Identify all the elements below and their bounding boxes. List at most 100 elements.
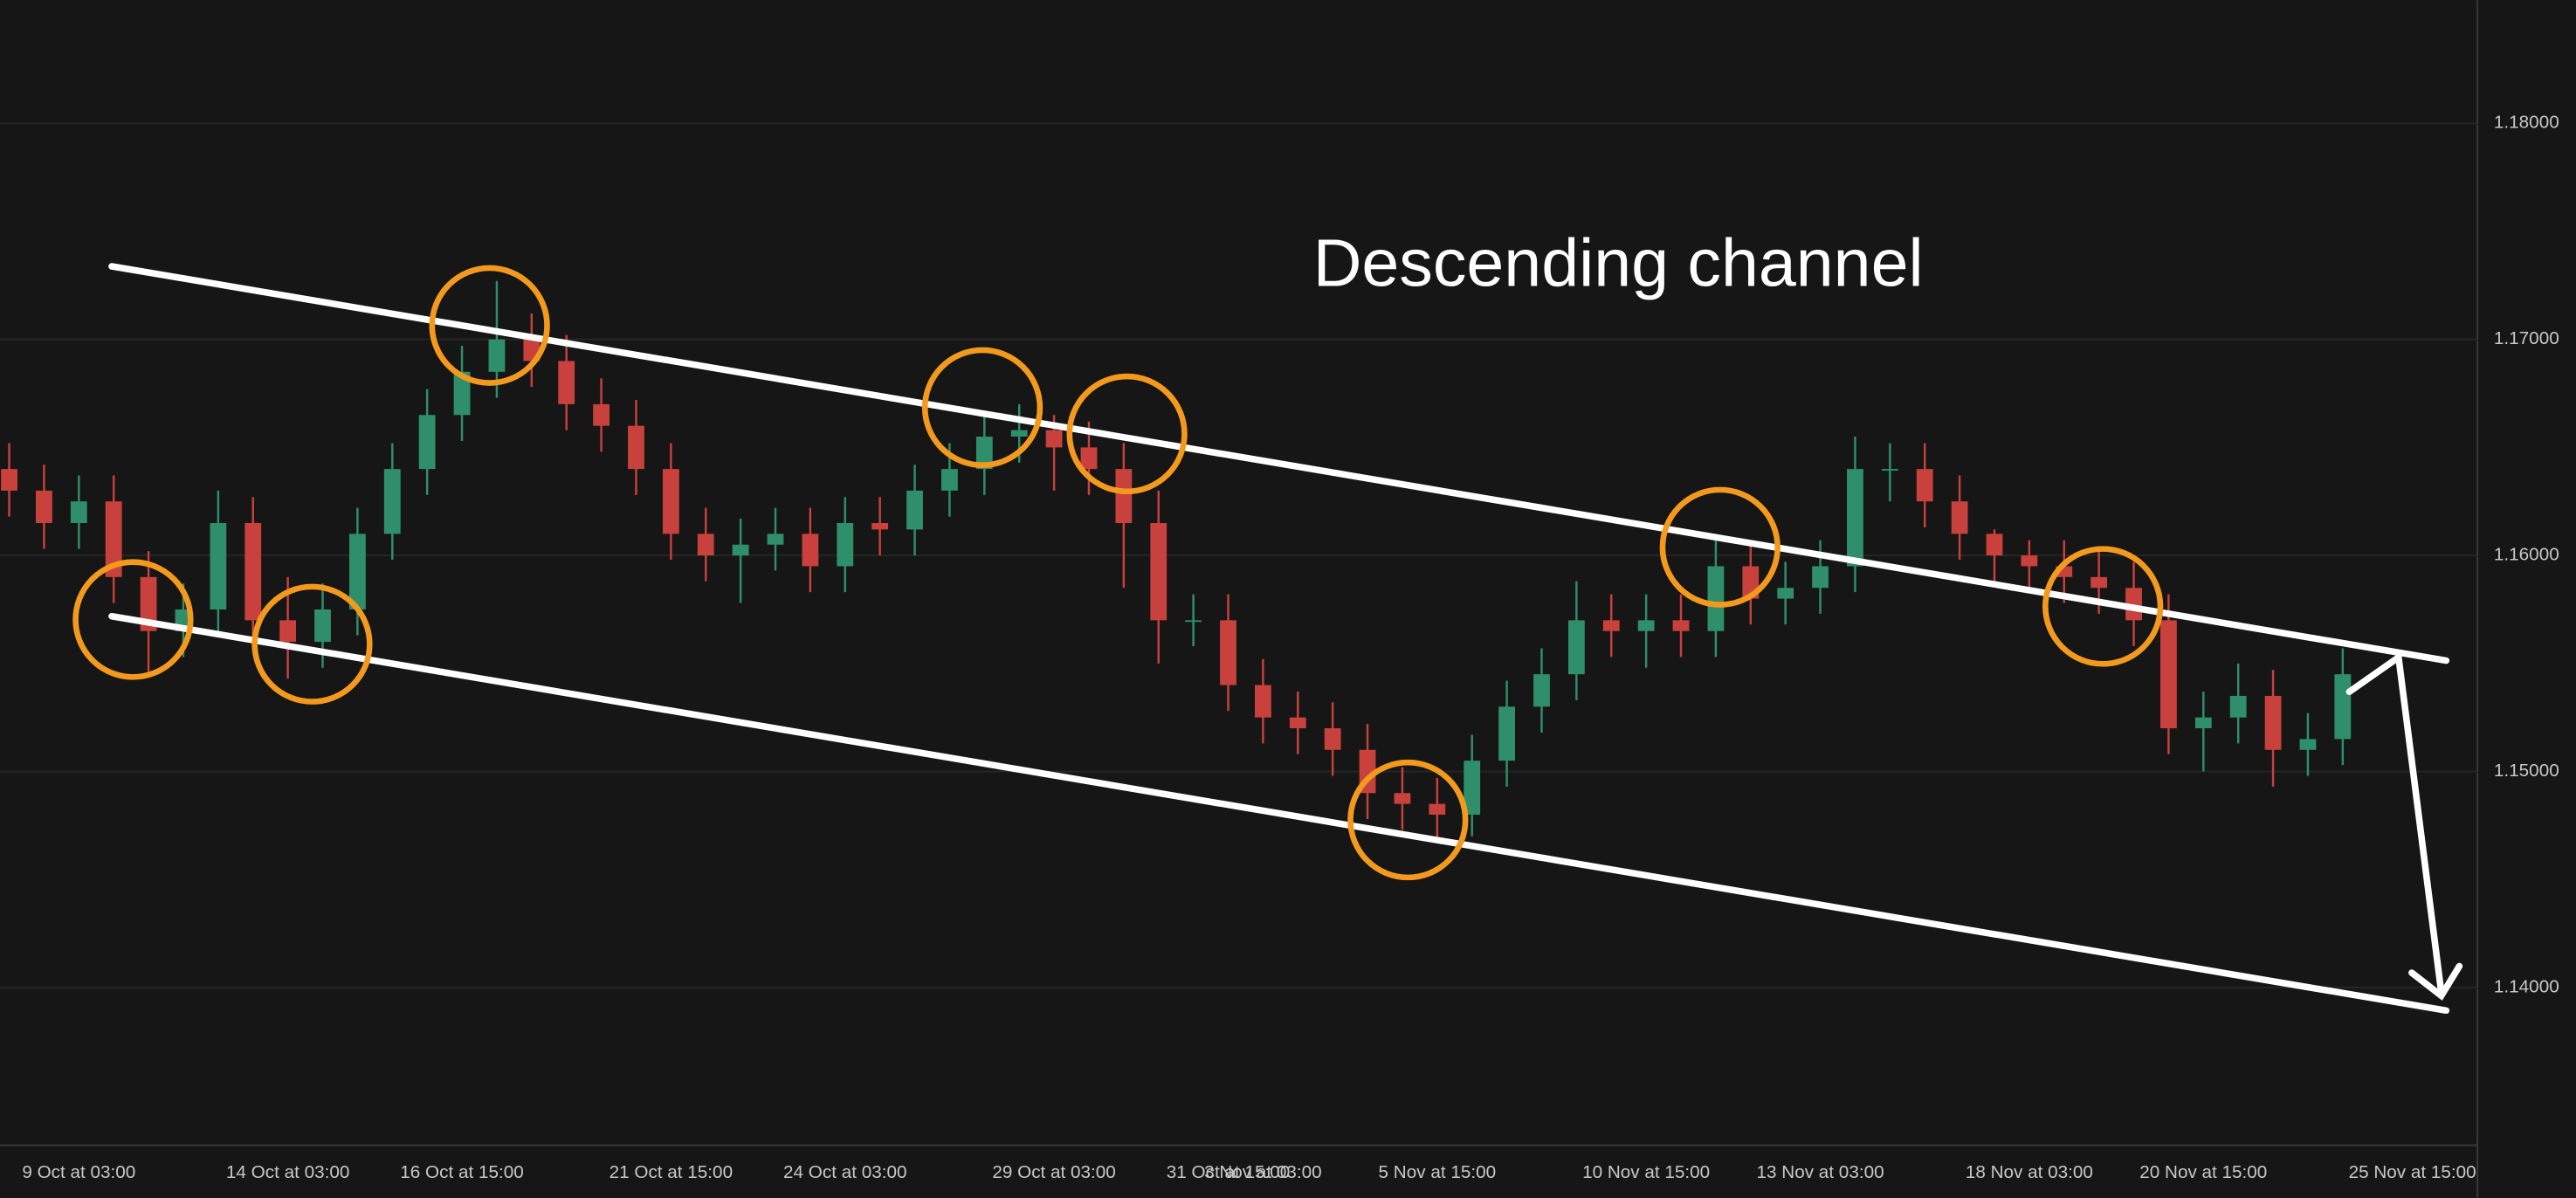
candle-body [558,361,575,404]
candle-body [1010,430,1028,437]
candle-body [1324,728,1341,750]
candle-body [2090,576,2108,589]
arrow-head [2408,962,2463,1001]
candle-body [2264,695,2282,750]
x-tick-label: 20 Nov at 15:00 [2139,1162,2267,1182]
candle-body [975,437,993,470]
candle-body [871,522,889,530]
touch-circle [429,265,550,386]
candle-body [453,371,471,416]
y-tick-label: 1.17000 [2494,328,2559,348]
y-tick-label: 1.16000 [2494,545,2559,565]
candle-body [732,544,749,556]
touch-circle [2042,546,2164,667]
candle-body [1916,469,1933,502]
candle-body [418,415,436,470]
x-tick-label: 31 Oct at 15:00 [1167,1162,1290,1182]
channel-drawing [108,263,2463,1015]
candle-body [593,403,610,426]
candle-body [140,576,157,631]
candle-body [1567,620,1585,675]
candle-body [662,469,679,534]
x-tick-label: 24 Oct at 03:00 [783,1162,906,1182]
touch-circle [1659,486,1780,608]
candle-body [1707,566,1725,631]
touch-circles [72,265,2164,881]
candle-body [1185,620,1202,623]
candle-body [2229,695,2247,718]
candle-body [1045,430,1063,448]
candle-body [941,469,958,491]
y-tick-label: 1.14000 [2494,976,2559,996]
candle-body [1150,522,1167,621]
candle-body [906,490,923,530]
candle-body [1464,761,1481,816]
candle-body [1429,803,1446,816]
touch-circle [921,347,1043,468]
x-tick-label: 5 Nov at 15:00 [1379,1162,1497,1182]
x-tick-label: 9 Oct at 03:00 [22,1162,135,1182]
candle-body [1115,469,1133,523]
candle-body [1602,620,1620,631]
candle-body [279,620,297,643]
candle-body [2194,717,2212,729]
projection-arrow [2345,651,2445,996]
candle-body [1,469,17,491]
channel-lower-line [108,612,2450,1015]
candle-body [383,469,401,534]
x-tick-label: 14 Oct at 03:00 [226,1162,349,1182]
x-tick-label: 18 Nov at 03:00 [1966,1162,2093,1182]
candle-body [1080,447,1098,470]
touch-circle [72,559,194,680]
chart-title: Descending channel [1313,225,1924,300]
y-tick-label: 1.18000 [2494,113,2559,133]
x-tick-label: 21 Oct at 15:00 [610,1162,733,1182]
candle-body [2299,739,2317,750]
candle-body [802,534,819,567]
plot-area: 1.14000 1.15000 1.16000 1.17000 1.18000 9 Oct… [0,113,2559,1182]
candle-body [1951,501,1968,534]
candle-body [1254,685,1271,718]
candle-body [210,522,227,609]
x-tick-label: 10 Nov at 15:00 [1582,1162,1710,1182]
candle-body [1812,566,1829,589]
candle-body [1289,717,1306,729]
x-tick-label: 13 Nov at 03:00 [1757,1162,1884,1182]
candle-body [1777,588,1794,599]
candle-body [36,490,52,523]
x-tick-label: 25 Nov at 15:00 [2349,1162,2476,1182]
candle-body [488,339,506,372]
candle-body [348,534,366,609]
candle-body [767,534,784,545]
candle-body [314,609,331,643]
candle-body [2021,555,2038,567]
y-tick-label: 1.15000 [2494,761,2559,781]
candle-body [697,534,714,556]
candle-body [628,425,644,470]
candle-body [1498,706,1516,761]
x-tick-label: 16 Oct at 15:00 [400,1162,523,1182]
candle-body [1847,469,1863,567]
touch-circle [1066,373,1188,495]
x-tick-label: 3 Nov at 03:00 [1204,1162,1322,1182]
touch-circle [1347,759,1469,881]
candle-body [1637,620,1655,631]
candle-body [1220,620,1236,685]
candle-body [70,501,87,523]
candle-body [2125,588,2142,621]
candle-body [245,522,262,621]
channel-upper-line [108,263,2450,664]
candle-body [1881,469,1898,472]
candle-body [1986,534,2003,556]
candle-body [1394,793,1411,804]
x-tick-label: 29 Oct at 03:00 [992,1162,1115,1182]
candle-body [837,522,854,567]
candle-body [2160,620,2177,729]
candle-body [2334,674,2352,740]
touch-circle [251,583,373,705]
candle-body [105,501,122,577]
candle-body [1533,674,1550,707]
